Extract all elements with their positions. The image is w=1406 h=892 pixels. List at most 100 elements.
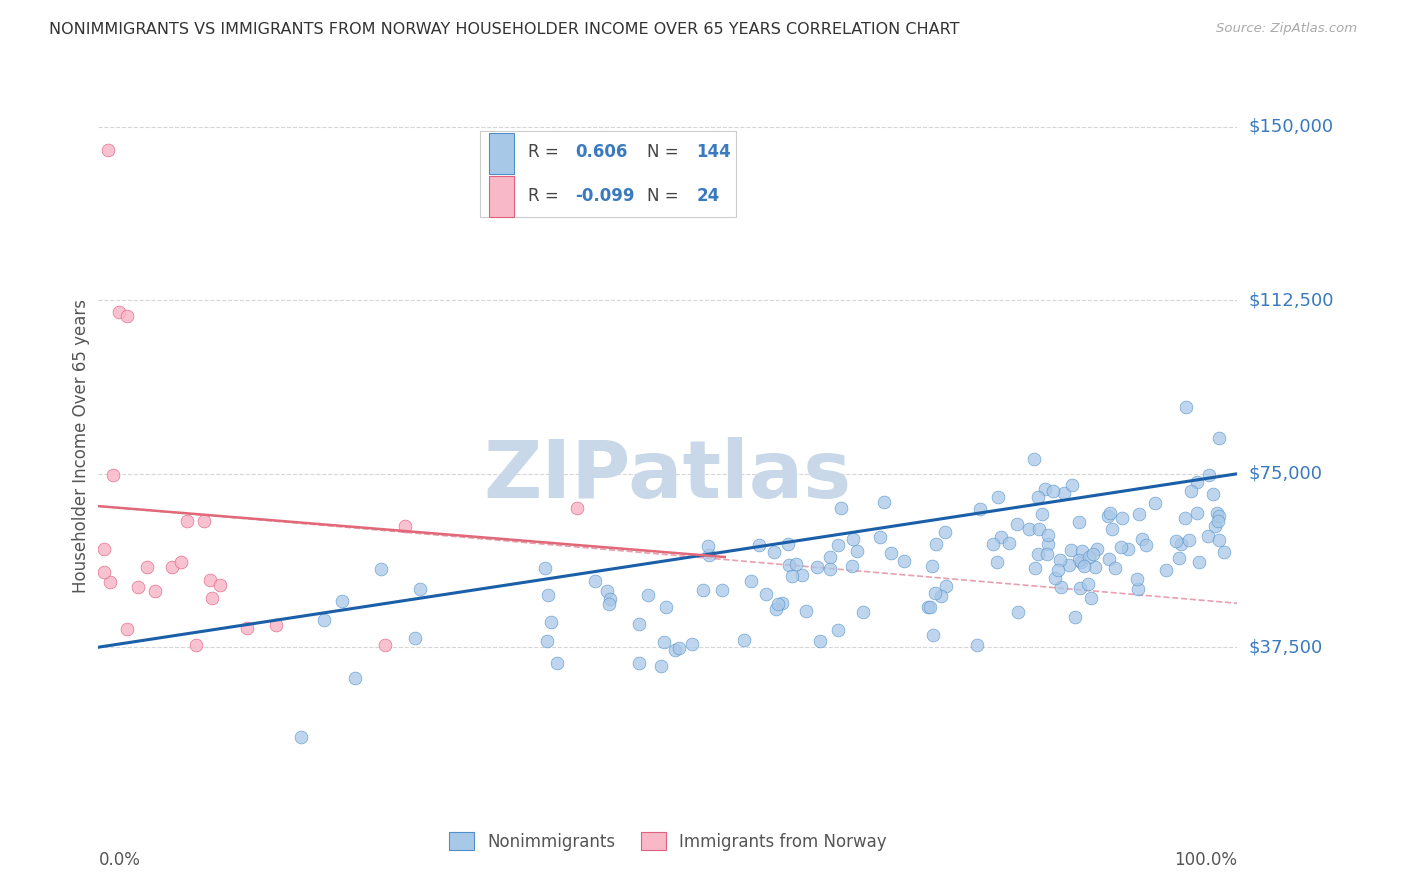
Point (193, 514, 215, 528)
Point (1118, 542, 1140, 557)
Point (1060, 542, 1083, 557)
Point (1206, 515, 1229, 529)
Point (790, 568, 813, 582)
Point (394, 518, 416, 533)
Point (1188, 555, 1211, 569)
Point (1077, 576, 1099, 591)
Point (1064, 610, 1087, 624)
Point (1180, 484, 1202, 499)
Point (209, 577, 232, 591)
Point (598, 597, 620, 611)
Point (1026, 490, 1049, 504)
Point (1073, 559, 1095, 574)
Point (93, 565, 115, 579)
Point (127, 580, 149, 594)
Point (1175, 400, 1198, 414)
Point (540, 615, 562, 630)
Text: $75,000: $75,000 (1249, 465, 1323, 483)
Point (1022, 451, 1045, 466)
Point (1128, 582, 1150, 596)
Point (1097, 508, 1119, 523)
Point (1168, 550, 1191, 565)
Point (1081, 547, 1104, 561)
Point (290, 731, 312, 745)
Point (1109, 541, 1132, 555)
Point (1080, 591, 1102, 606)
Point (1204, 519, 1226, 533)
Point (966, 638, 988, 652)
Point (650, 658, 672, 673)
Point (1007, 605, 1029, 619)
Point (201, 591, 224, 605)
Point (806, 559, 828, 574)
Text: 0.606: 0.606 (575, 144, 628, 161)
Point (1036, 547, 1059, 561)
Point (1126, 572, 1149, 586)
Point (143, 584, 166, 599)
Point (1185, 506, 1208, 520)
Text: 144: 144 (696, 144, 731, 161)
Point (1170, 537, 1192, 551)
Point (697, 549, 720, 563)
Point (98, 574, 121, 589)
Point (692, 582, 714, 597)
Text: 24: 24 (696, 186, 720, 204)
Point (1060, 478, 1083, 492)
Text: R =: R = (527, 144, 558, 161)
Point (266, 618, 288, 632)
Point (1154, 564, 1177, 578)
Point (170, 555, 193, 569)
FancyBboxPatch shape (479, 131, 737, 218)
Point (404, 631, 426, 645)
Point (1197, 529, 1219, 543)
Point (1069, 553, 1091, 567)
Point (794, 604, 817, 618)
Point (893, 554, 915, 568)
Point (534, 561, 557, 575)
Point (1050, 580, 1073, 594)
Point (1085, 541, 1108, 556)
Point (176, 514, 198, 528)
Point (96, 143, 118, 157)
Text: $112,500: $112,500 (1249, 292, 1334, 310)
Point (1046, 563, 1069, 577)
Point (1111, 511, 1133, 525)
Point (1053, 485, 1076, 500)
Text: ZIPatlas: ZIPatlas (484, 437, 852, 515)
Point (681, 636, 703, 650)
Point (1036, 537, 1059, 551)
Point (1018, 522, 1040, 536)
Point (1128, 507, 1150, 521)
Point (546, 656, 568, 670)
Point (599, 592, 621, 607)
Point (851, 605, 873, 619)
Point (697, 539, 720, 553)
Point (103, 468, 125, 483)
Point (1042, 483, 1064, 498)
Point (1038, 527, 1060, 541)
Point (1178, 533, 1201, 547)
Legend: Nonimmigrants, Immigrants from Norway: Nonimmigrants, Immigrants from Norway (443, 826, 893, 857)
Point (740, 574, 762, 589)
Point (770, 596, 793, 610)
Point (1043, 571, 1066, 585)
Point (820, 550, 842, 565)
Point (922, 628, 945, 642)
Point (664, 643, 686, 657)
Point (827, 624, 849, 638)
Point (841, 558, 863, 573)
Point (1057, 558, 1080, 572)
Point (583, 574, 606, 588)
Point (1070, 555, 1092, 569)
Point (565, 501, 588, 516)
Point (830, 500, 852, 515)
Point (1143, 496, 1166, 510)
Point (1208, 431, 1230, 445)
Point (935, 579, 957, 593)
Point (925, 537, 948, 551)
Y-axis label: Householder Income Over 65 years: Householder Income Over 65 years (72, 299, 90, 593)
Point (198, 574, 221, 588)
Point (998, 536, 1021, 550)
Point (1185, 475, 1208, 490)
Bar (489, 176, 515, 218)
